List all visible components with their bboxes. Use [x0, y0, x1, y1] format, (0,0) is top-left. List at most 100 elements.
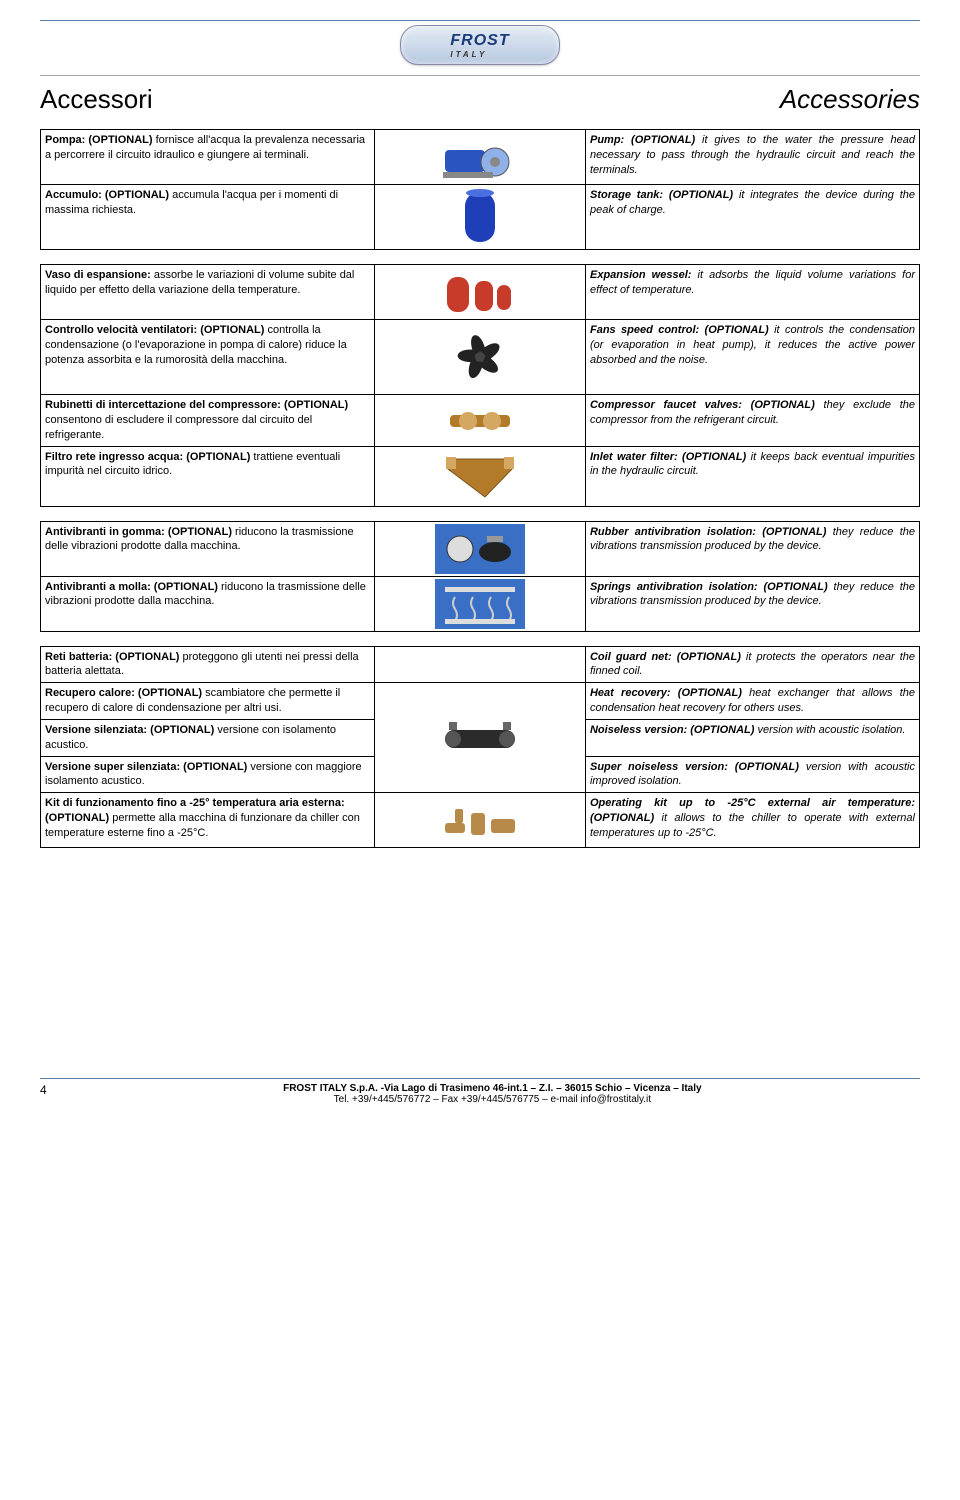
italian-cell: Accumulo: (OPTIONAL) accumula l'acqua pe…: [41, 185, 375, 250]
table-row: Kit di funzionamento fino a -25° tempera…: [41, 793, 920, 848]
footer-line1: FROST ITALY S.p.A. -Via Lago di Trasimen…: [283, 1083, 701, 1094]
rubber-icon: [435, 524, 525, 574]
thumbnail-cell: [375, 446, 586, 506]
italian-cell: Antivibranti in gomma: (OPTIONAL) riduco…: [41, 521, 375, 576]
italian-cell: Controllo velocità ventilatori: (OPTIONA…: [41, 320, 375, 395]
table-row: Antivibranti a molla: (OPTIONAL) riducon…: [41, 576, 920, 631]
filter-icon: [435, 449, 525, 504]
italian-cell: Rubinetti di intercettazione del compres…: [41, 395, 375, 447]
title-english: Accessories: [780, 84, 920, 115]
thumbnail-cell: [375, 130, 586, 185]
table-row: Filtro rete ingresso acqua: (OPTIONAL) t…: [41, 446, 920, 506]
it-bold: Recupero calore: (OPTIONAL): [45, 687, 202, 699]
title-divider: [40, 75, 920, 76]
exp-icon: [435, 267, 525, 317]
it-bold: Vaso di espansione:: [45, 269, 151, 281]
italian-cell: Kit di funzionamento fino a -25° tempera…: [41, 793, 375, 848]
thumbnail-cell: [375, 576, 586, 631]
table-row: Controllo velocità ventilatori: (OPTIONA…: [41, 320, 920, 395]
table-row: Recupero calore: (OPTIONAL) scambiatore …: [41, 683, 920, 720]
it-bold: Antivibranti a molla: (OPTIONAL): [45, 581, 218, 593]
en-text: version with acoustic isolation.: [754, 724, 905, 736]
english-cell: Pump: (OPTIONAL) it gives to the water t…: [585, 130, 919, 185]
it-bold: Reti batteria: (OPTIONAL): [45, 651, 179, 663]
en-bold: Storage tank: (OPTIONAL): [590, 189, 733, 201]
tank-icon: [435, 187, 525, 247]
en-bold: Rubber antivibration isolation: (OPTIONA…: [590, 526, 826, 538]
en-bold: Pump: (OPTIONAL): [590, 134, 695, 146]
english-cell: Heat recovery: (OPTIONAL) heat exchanger…: [585, 683, 919, 720]
it-bold: Versione silenziata: (OPTIONAL): [45, 724, 214, 736]
english-cell: Super noiseless version: (OPTIONAL) vers…: [585, 756, 919, 793]
english-cell: Springs antivibration isolation: (OPTION…: [585, 576, 919, 631]
english-cell: Compressor faucet valves: (OPTIONAL) the…: [585, 395, 919, 447]
en-bold: Compressor faucet valves: (OPTIONAL): [590, 399, 815, 411]
it-bold: Filtro rete ingresso acqua: (OPTIONAL): [45, 451, 250, 463]
spec-table: Antivibranti in gomma: (OPTIONAL) riduco…: [40, 521, 920, 632]
thumbnail-cell: [375, 395, 586, 447]
en-bold: Springs antivibration isolation: (OPTION…: [590, 581, 828, 593]
it-bold: Versione super silenziata: (OPTIONAL): [45, 761, 247, 773]
page-footer: 4 FROST ITALY S.p.A. -Via Lago di Trasim…: [40, 1078, 920, 1105]
thumbnail-cell: [375, 185, 586, 250]
spec-tables: Pompa: (OPTIONAL) fornisce all'acqua la …: [40, 129, 920, 848]
brand-country: ITALY: [450, 50, 509, 59]
page-header: FROST ITALY: [40, 20, 920, 65]
it-text: consentono di escludere il compressore d…: [45, 414, 312, 441]
english-cell: Coil guard net: (OPTIONAL) it protects t…: [585, 646, 919, 683]
en-bold: Super noiseless version: (OPTIONAL): [590, 761, 799, 773]
table-row: Vaso di espansione: assorbe le variazion…: [41, 265, 920, 320]
en-bold: Heat recovery: (OPTIONAL): [590, 687, 742, 699]
en-bold: Expansion wessel:: [590, 269, 691, 281]
pump-icon: [435, 132, 525, 182]
spec-table: Vaso di espansione: assorbe le variazion…: [40, 264, 920, 507]
italian-cell: Filtro rete ingresso acqua: (OPTIONAL) t…: [41, 446, 375, 506]
it-bold: Accumulo: (OPTIONAL): [45, 189, 169, 201]
it-bold: Antivibranti in gomma: (OPTIONAL): [45, 526, 232, 538]
italian-cell: Antivibranti a molla: (OPTIONAL) riducon…: [41, 576, 375, 631]
table-row: Rubinetti di intercettazione del compres…: [41, 395, 920, 447]
thumbnail-cell: [375, 683, 586, 793]
table-row: Antivibranti in gomma: (OPTIONAL) riduco…: [41, 521, 920, 576]
thumbnail-cell: [375, 521, 586, 576]
thumbnail-cell: [375, 793, 586, 848]
kit-icon: [435, 795, 525, 845]
thumbnail-cell: [375, 265, 586, 320]
spec-table: Pompa: (OPTIONAL) fornisce all'acqua la …: [40, 129, 920, 250]
italian-cell: Versione silenziata: (OPTIONAL) versione…: [41, 719, 375, 756]
en-bold: Noiseless version: (OPTIONAL): [590, 724, 754, 736]
en-bold: Inlet water filter: (OPTIONAL): [590, 451, 746, 463]
footer-address: FROST ITALY S.p.A. -Via Lago di Trasimen…: [65, 1083, 920, 1105]
italian-cell: Versione super silenziata: (OPTIONAL) ve…: [41, 756, 375, 793]
brand-logo: FROST ITALY: [400, 25, 560, 65]
table-row: Accumulo: (OPTIONAL) accumula l'acqua pe…: [41, 185, 920, 250]
italian-cell: Recupero calore: (OPTIONAL) scambiatore …: [41, 683, 375, 720]
heat-icon: [435, 715, 525, 760]
en-bold: Fans speed control: (OPTIONAL): [590, 324, 769, 336]
spring-icon: [435, 579, 525, 629]
thumbnail-cell: [375, 320, 586, 395]
brand-name: FROST: [450, 32, 509, 50]
english-cell: Storage tank: (OPTIONAL) it integrates t…: [585, 185, 919, 250]
english-cell: Fans speed control: (OPTIONAL) it contro…: [585, 320, 919, 395]
english-cell: Rubber antivibration isolation: (OPTIONA…: [585, 521, 919, 576]
en-bold: Coil guard net: (OPTIONAL): [590, 651, 741, 663]
english-cell: Noiseless version: (OPTIONAL) version wi…: [585, 719, 919, 756]
table-row: Pompa: (OPTIONAL) fornisce all'acqua la …: [41, 130, 920, 185]
italian-cell: Pompa: (OPTIONAL) fornisce all'acqua la …: [41, 130, 375, 185]
fan-icon: [435, 322, 525, 392]
valve-icon: [435, 398, 525, 443]
english-cell: Operating kit up to -25°C external air t…: [585, 793, 919, 848]
italian-cell: Vaso di espansione: assorbe le variazion…: [41, 265, 375, 320]
english-cell: Expansion wessel: it adsorbs the liquid …: [585, 265, 919, 320]
table-row: Reti batteria: (OPTIONAL) proteggono gli…: [41, 646, 920, 683]
it-bold: Rubinetti di intercettazione del compres…: [45, 399, 348, 411]
thumbnail-cell: [375, 646, 586, 683]
section-title-row: Accessori Accessories: [40, 84, 920, 115]
italian-cell: Reti batteria: (OPTIONAL) proteggono gli…: [41, 646, 375, 683]
it-bold: Pompa: (OPTIONAL): [45, 134, 153, 146]
spec-table: Reti batteria: (OPTIONAL) proteggono gli…: [40, 646, 920, 849]
footer-line2: Tel. +39/+445/576772 – Fax +39/+445/5767…: [334, 1094, 651, 1105]
title-italian: Accessori: [40, 84, 153, 115]
page-number: 4: [40, 1083, 47, 1097]
